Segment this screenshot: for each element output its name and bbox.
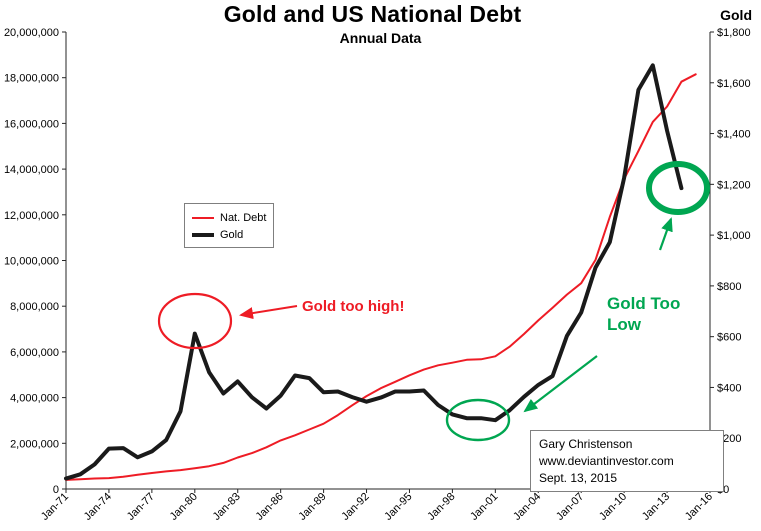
- right-axis-tick-label: $600: [717, 332, 741, 344]
- green-ellipse-current-gold-low: [646, 161, 710, 215]
- left-axis-tick-label: 2,000,000: [10, 438, 59, 450]
- right-axis-tick-label: $800: [717, 281, 741, 293]
- left-axis-tick-label: 10,000,000: [4, 256, 59, 268]
- x-axis-tick-label: Jan-92: [339, 491, 371, 523]
- x-axis-tick-label: Jan-13: [640, 491, 672, 523]
- annotation-gold-too-low: Gold Too Low: [607, 294, 681, 335]
- left-axis-tick-label: 6,000,000: [10, 347, 59, 359]
- right-axis-tick-label: $1,400: [717, 129, 751, 141]
- x-axis-tick-label: Jan-86: [254, 491, 286, 523]
- right-axis-tick-label: $1,200: [717, 179, 751, 191]
- series-line-gold: [64, 63, 684, 481]
- series-layer: [64, 63, 697, 481]
- annotations-layer: [157, 161, 710, 442]
- x-axis-tick-label: Jan-77: [125, 491, 157, 523]
- right-axis-tick-label: $1,000: [717, 230, 751, 242]
- green-ellipse-2001-gold-low: [445, 398, 511, 442]
- attribution-author: Gary Christenson: [539, 437, 633, 451]
- left-axis-tick-label: 20,000,000: [4, 27, 59, 39]
- legend-label-nat-debt: Nat. Debt: [220, 211, 267, 224]
- x-axis-tick-label: Jan-16: [683, 491, 715, 523]
- chart-title: Gold and US National Debt: [223, 1, 522, 27]
- x-axis-tick-label: Jan-74: [82, 491, 114, 523]
- x-axis-tick-label: Jan-89: [296, 491, 328, 523]
- gold-line-swatch: [192, 232, 214, 237]
- green-arrow-to-2001-low: [523, 355, 598, 413]
- series-line-nat-debt: [65, 73, 697, 481]
- attribution-box: Gary Christenson www.deviantinvestor.com…: [530, 430, 724, 493]
- right-axis-tick-label: $1,800: [717, 27, 751, 39]
- left-axis-tick-label: 12,000,000: [4, 210, 59, 222]
- left-axis-tick-label: 14,000,000: [4, 164, 59, 176]
- x-axis-tick-label: Jan-01: [468, 491, 500, 523]
- left-axis-tick-label: 16,000,000: [4, 118, 59, 130]
- x-axis-tick-label: Jan-98: [425, 491, 457, 523]
- legend-item-gold: Gold: [192, 226, 266, 243]
- red-arrow-to-1980-peak: [239, 305, 298, 320]
- legend-item-nat-debt: Nat. Debt: [192, 209, 266, 226]
- chart-subtitle: Annual Data: [339, 30, 422, 46]
- x-axis-tick-label: Jan-07: [554, 491, 586, 523]
- x-axis-tick-label: Jan-10: [597, 491, 629, 523]
- left-axis-tick-label: 8,000,000: [10, 301, 59, 313]
- right-axis-tick-label: $1,600: [717, 78, 751, 90]
- right-axis-title: Gold: [720, 7, 752, 23]
- right-axis-tick-label: $400: [717, 382, 741, 394]
- x-axis-tick-label: Jan-83: [211, 491, 243, 523]
- left-axis-tick-label: 4,000,000: [10, 393, 59, 405]
- legend-label-gold: Gold: [220, 228, 244, 241]
- legend: Nat. Debt Gold: [184, 203, 275, 248]
- left-axis-tick-label: 18,000,000: [4, 73, 59, 85]
- x-axis-tick-label: Jan-95: [382, 491, 414, 523]
- x-axis-tick-label: Jan-04: [511, 491, 543, 523]
- left-axis-tick-label: 0: [53, 484, 59, 496]
- nat-debt-line-swatch: [192, 216, 214, 219]
- attribution-website: www.deviantinvestor.com: [539, 453, 674, 468]
- attribution-date: Sept. 13, 2015: [539, 470, 618, 485]
- red-ellipse-1980-gold-peak: [157, 292, 233, 350]
- x-axis-tick-label: Jan-80: [168, 491, 200, 523]
- green-arrow-to-current-low: [658, 217, 673, 251]
- annotation-gold-too-high: Gold too high!: [302, 298, 405, 315]
